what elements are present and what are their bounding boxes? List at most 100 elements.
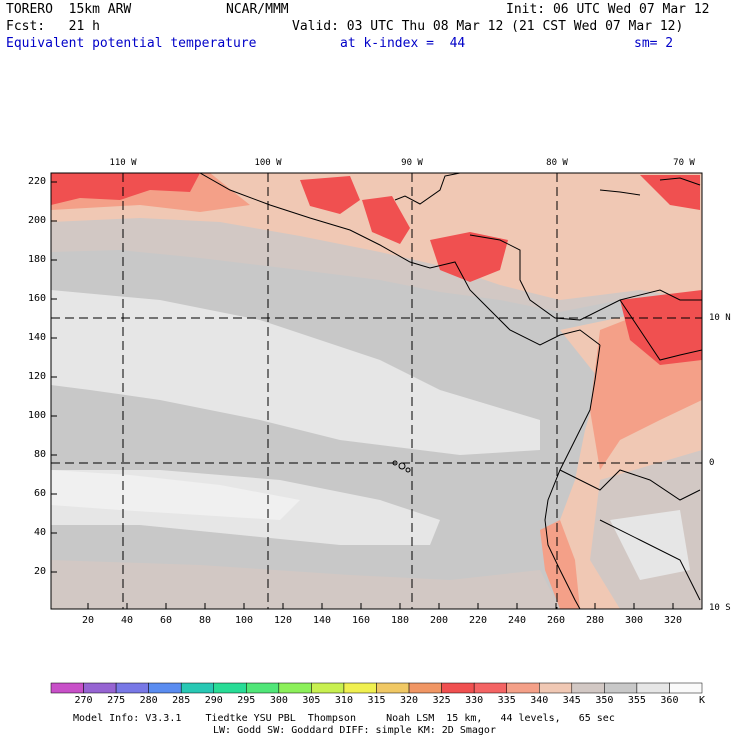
colorbar-label: 330 — [465, 695, 484, 706]
graticule — [51, 173, 702, 609]
y-tick-marks — [51, 181, 57, 573]
model-title: TORERO 15km ARW — [6, 2, 132, 17]
colorbar-label: 300 — [269, 695, 288, 706]
colorbar-label: 280 — [139, 695, 158, 706]
band-345-ocean-south — [51, 560, 560, 609]
organization: NCAR/MMM — [226, 2, 289, 17]
map-frame — [50, 172, 703, 610]
colorbar-label: 340 — [530, 695, 549, 706]
theta-e-field — [51, 173, 702, 609]
colorbar-swatch — [539, 682, 573, 694]
colorbar-label: 335 — [497, 695, 516, 706]
colorbar-label: 310 — [334, 695, 353, 706]
x-tick: 280 — [585, 615, 605, 626]
lon-label: 70 W — [673, 158, 695, 168]
coast-greater-antilles — [599, 177, 701, 196]
coast-venezuela — [619, 299, 702, 361]
colorbar-label: 315 — [367, 695, 386, 706]
colorbar — [50, 682, 703, 694]
x-tick: 240 — [507, 615, 527, 626]
band-330-caribbean — [640, 175, 700, 210]
y-tick: 120 — [27, 371, 46, 382]
lon-label: 80 W — [546, 158, 568, 168]
band-360-ocean — [51, 470, 300, 520]
x-tick: 220 — [468, 615, 488, 626]
band-330-colombia — [620, 290, 702, 365]
colorbar-swatch — [50, 682, 84, 694]
band-355-ocean-west — [51, 290, 540, 455]
colorbar-label: 325 — [432, 695, 451, 706]
init-time: Init: 06 UTC Wed 07 Mar 12 — [506, 2, 710, 17]
colorbar-label: 290 — [204, 695, 223, 706]
colorbar-swatch — [506, 682, 540, 694]
colorbar-swatch — [311, 682, 345, 694]
x-tick: 20 — [81, 615, 95, 626]
y-tick: 60 — [33, 488, 46, 499]
colorbar-swatch — [180, 682, 214, 694]
colorbar-label: 320 — [400, 695, 419, 706]
colorbar-swatch — [246, 682, 280, 694]
x-tick: 260 — [546, 615, 566, 626]
colorbar-swatch — [343, 682, 377, 694]
colorbar-swatch — [376, 682, 410, 694]
field-name: Equivalent potential temperature — [6, 36, 257, 51]
x-tick: 60 — [159, 615, 173, 626]
coast-yucatan — [394, 173, 461, 205]
x-tick: 200 — [429, 615, 449, 626]
colorbar-swatch — [636, 682, 670, 694]
lat-label: 10 S — [709, 603, 731, 613]
y-tick: 180 — [27, 254, 46, 265]
colorbar-swatch — [604, 682, 638, 694]
colorbar-swatch — [408, 682, 442, 694]
y-tick: 80 — [33, 449, 46, 460]
colorbar-swatch — [83, 682, 117, 694]
band-335-peru — [540, 520, 580, 609]
band-330-centralamerica — [430, 232, 508, 282]
x-tick: 80 — [198, 615, 212, 626]
x-tick: 300 — [624, 615, 644, 626]
colorbar-label: 285 — [172, 695, 191, 706]
colorbar-swatch — [669, 682, 703, 694]
lat-label: 10 N — [709, 313, 731, 323]
colorbar-swatch — [441, 682, 475, 694]
y-tick: 220 — [27, 176, 46, 187]
colorbar-unit: K — [698, 695, 706, 706]
coast-south-america — [544, 344, 601, 609]
valid-time: Valid: 03 UTC Thu 08 Mar 12 (21 CST Wed … — [292, 19, 684, 34]
y-tick: 40 — [33, 527, 46, 538]
y-tick: 20 — [33, 566, 46, 577]
lon-label: 90 W — [401, 158, 423, 168]
lon-label: 100 W — [254, 158, 282, 168]
colorbar-swatch — [213, 682, 247, 694]
colorbar-swatch — [571, 682, 605, 694]
colorbar-label: 360 — [660, 695, 679, 706]
y-tick: 160 — [27, 293, 46, 304]
x-tick: 180 — [390, 615, 410, 626]
band-330-mexico — [300, 176, 360, 214]
x-tick: 40 — [120, 615, 134, 626]
model-info: Model Info: V3.3.1 Tiedtke YSU PBL Thomp… — [73, 713, 615, 724]
smoothing: sm= 2 — [634, 36, 674, 51]
band-330-north — [51, 173, 200, 205]
colorbar-label: 345 — [562, 695, 581, 706]
x-tick: 160 — [351, 615, 371, 626]
physics-info: LW: Godd SW: Goddard DIFF: simple KM: 2D… — [213, 725, 496, 736]
y-tick: 100 — [27, 410, 46, 421]
colorbar-label: 270 — [74, 695, 93, 706]
colorbar-label: 275 — [107, 695, 126, 706]
colorbar-label: 295 — [237, 695, 256, 706]
coast-mexico — [199, 173, 601, 346]
y-tick: 140 — [27, 332, 46, 343]
colorbar-label: 355 — [627, 695, 646, 706]
colorbar-label: 350 — [595, 695, 614, 706]
lat-label: 0 — [709, 458, 715, 468]
x-tick: 320 — [663, 615, 683, 626]
border-interior — [559, 469, 701, 601]
colorbar-swatch — [148, 682, 182, 694]
y-tick: 200 — [27, 215, 46, 226]
x-tick: 100 — [234, 615, 254, 626]
x-tick-marks — [87, 603, 674, 609]
x-tick: 120 — [273, 615, 293, 626]
colorbar-swatch — [115, 682, 149, 694]
